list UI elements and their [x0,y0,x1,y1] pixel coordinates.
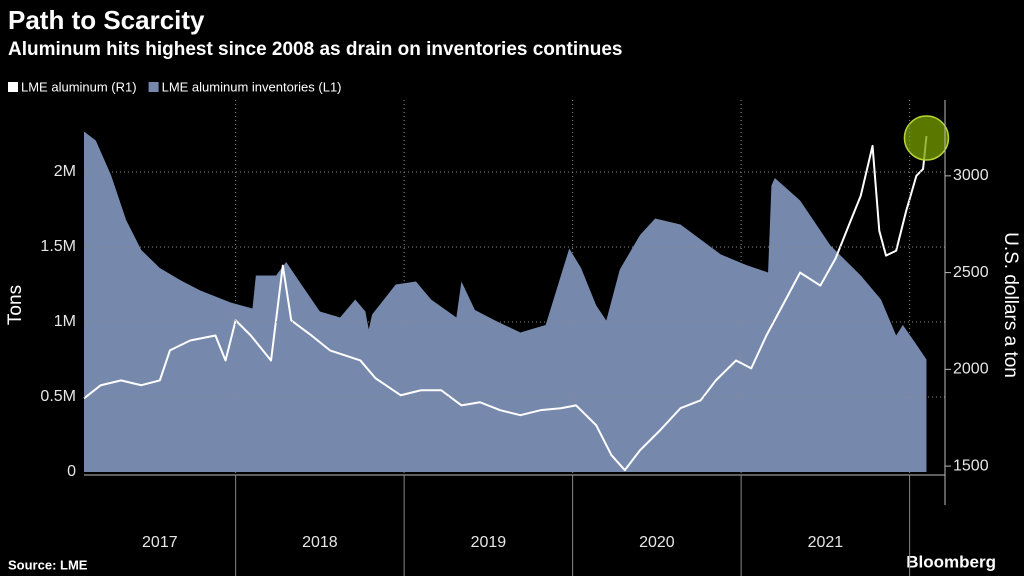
highlight-circle [903,115,950,161]
legend-label: LME aluminum inventories (L1) [162,79,342,94]
y-tick-label: 2M [54,163,76,180]
x-tick-label: 2021 [808,534,844,551]
y-tick-label: 1.5M [40,238,76,255]
legend-swatch [148,82,159,92]
price-line [83,135,928,472]
y-tick-label: 1M [54,313,76,330]
x-tick-label: 2018 [302,534,338,551]
y2-tick-label: 1500 [953,457,989,474]
chart-title: Path to Scarcity [8,5,205,35]
y2-tick-label: 2000 [953,361,989,378]
y2-tick-label: 2500 [953,264,989,281]
x-tick-label: 2020 [639,534,675,551]
chart-subtitle: Aluminum hits highest since 2008 as drai… [8,39,622,60]
source-note: Source: LME [8,557,88,572]
legend-label: LME aluminum (R1) [21,79,137,94]
x-tick-label: 2017 [142,534,178,551]
y-tick-label: 0 [67,463,76,480]
brand-label: Bloomberg [906,552,996,571]
y2-tick-label: 3000 [953,167,989,184]
y-axis-label: Tons [5,285,26,325]
legend-swatch [8,82,18,92]
x-tick-label: 2019 [471,534,507,551]
y2-axis-label: U.S. dollars a ton [1000,232,1021,378]
legend: LME aluminum (R1) LME aluminum inventorie… [8,79,342,94]
y-tick-label: 0.5M [40,388,76,405]
inventory-area [84,131,927,472]
